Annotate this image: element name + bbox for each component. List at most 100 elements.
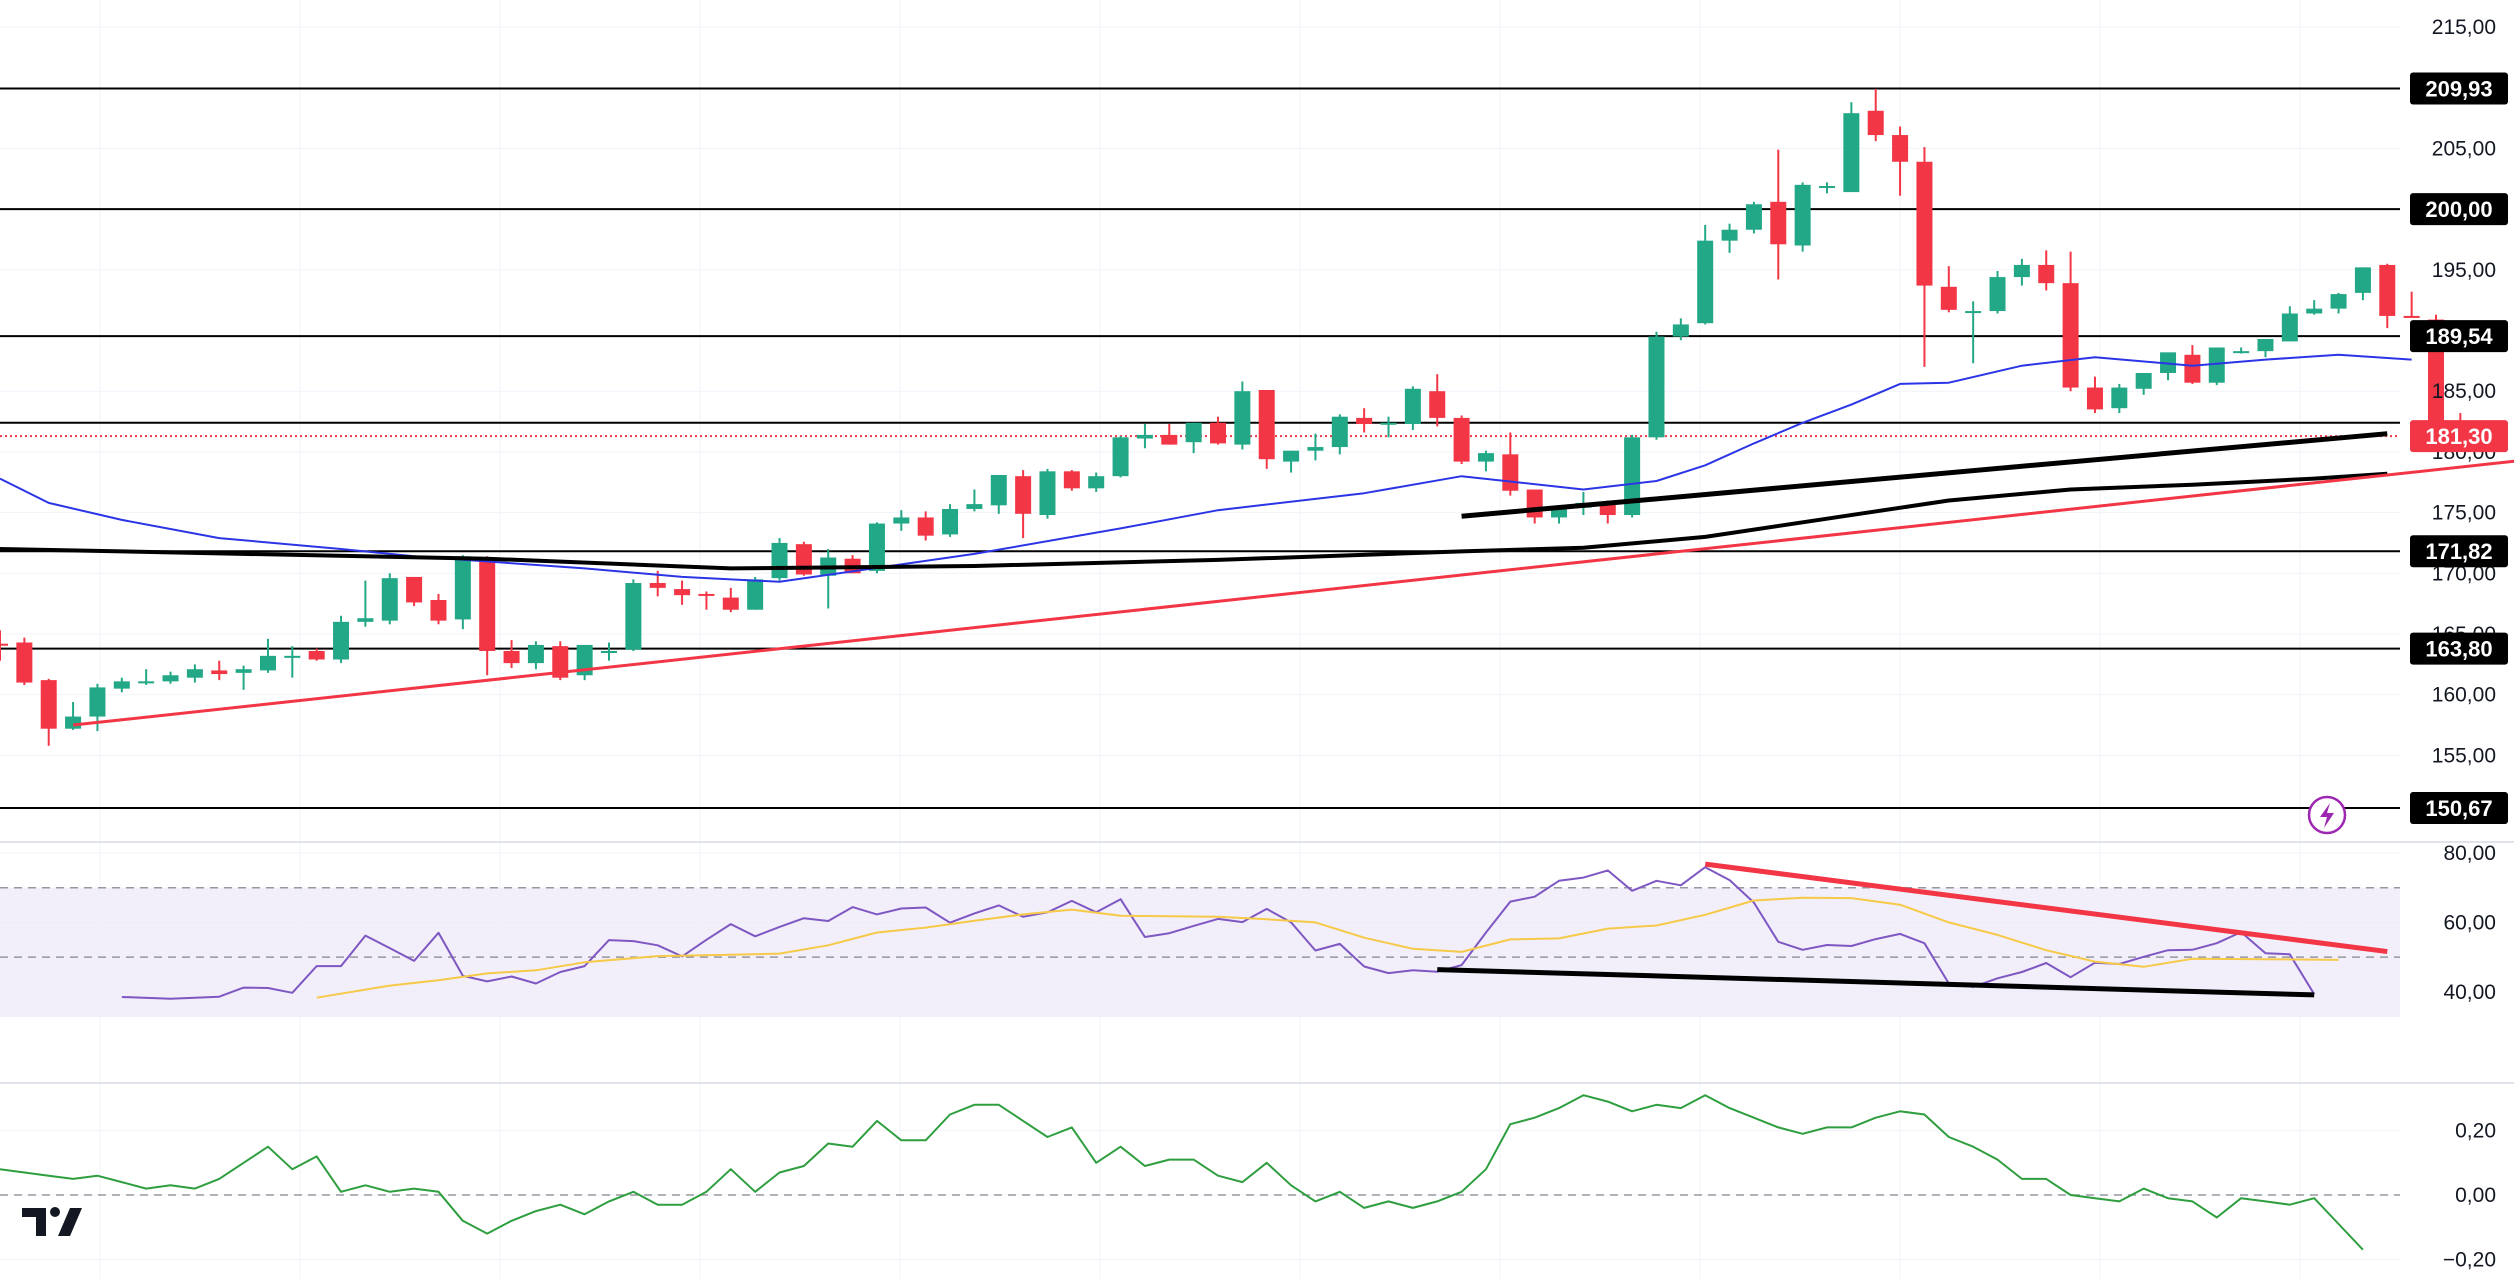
candle-body [649,583,666,588]
candle-body [2208,347,2225,383]
axis-tick-label: 60,00 [2443,911,2496,934]
candle-body [1112,437,1129,477]
candle-body [1721,229,1738,241]
candle-body [2086,387,2103,410]
candle-body [795,544,812,575]
candle-body [990,474,1007,506]
price-badge-label: 171,82 [2425,539,2492,564]
axis-tick-label: 160,00 [2432,684,2496,707]
candle-body [454,556,471,620]
candle-body [16,642,33,683]
axis-tick-label: 215,00 [2432,16,2496,39]
candle-body [1745,204,1762,230]
candle-body [2038,264,2055,284]
candle-body [1940,286,1957,310]
candle-body [162,675,179,682]
candle-body [503,650,520,664]
price-badge-label: 209,93 [2425,77,2492,102]
axis-tick-label: 155,00 [2432,744,2496,767]
candle-body [1770,201,1787,245]
candle-body [1088,476,1105,489]
candle-body [893,517,910,524]
candle-body [1672,324,1689,337]
candle-body [747,579,764,610]
candle-body [625,583,642,650]
candle-body [2135,372,2152,389]
candle-body [1989,277,2006,312]
candle-body [1356,417,1373,424]
axis-tick-label: 80,00 [2443,842,2496,865]
candle-body [1526,489,1543,518]
candle-body [2233,351,2250,354]
axis-tick-label: 170,00 [2432,562,2496,585]
moving-average-black [0,471,2388,571]
candle-body [430,600,447,621]
rsi-trend-line [1704,861,2388,955]
price-badge-label: 163,80 [2425,637,2492,662]
price-trend-line [72,459,2514,727]
candle-body [40,680,57,729]
candle-body [722,597,739,610]
candle-body [1624,437,1641,516]
moving-averages [0,353,2412,1251]
candle-body [868,523,885,571]
axis-tick-label: 40,00 [2443,981,2496,1004]
candle-body [479,557,496,651]
candle-body [1819,186,1835,189]
candle-body [942,508,959,535]
candle-body [1697,240,1714,324]
candle-body [1551,506,1568,518]
candle-body [1794,184,1811,246]
candle-body [2013,264,2030,278]
candle-body [1502,454,1519,491]
rsi-trend-line [1437,967,2315,998]
candle-body [381,578,398,621]
price-badge [2410,193,2508,226]
axis-tick-label: 195,00 [2432,259,2496,282]
price-badge-label: 189,54 [2425,324,2493,349]
candle-body [601,650,617,653]
candle-body [1234,391,1251,445]
candle-body [1331,416,1348,448]
price-badge-label: 150,67 [2425,796,2492,821]
candle-body [771,542,788,579]
candle-body [2111,387,2128,409]
oscillator-series-line [0,1094,2364,1251]
candle-body [406,576,423,603]
candle-body [917,517,934,536]
candle-body [1429,391,1446,418]
candle-body [1185,422,1202,443]
candle-body [2403,315,2420,318]
price-badge [2410,420,2508,453]
candle-body [1283,450,1300,462]
price-badge [2410,632,2508,665]
price-badge-label: 181,30 [2425,424,2492,449]
lightning-icon[interactable] [2307,795,2347,835]
axis-tick-label: 0,20 [2455,1120,2496,1143]
candles[interactable] [0,88,2469,746]
price-badge [2410,72,2508,105]
candle-body [2379,264,2396,316]
candle-body [674,589,691,596]
candle-body [259,655,276,671]
candle-body [552,646,569,678]
candle-body [1307,447,1324,451]
candle-body [527,644,544,664]
tradingview-logo[interactable] [22,1207,82,1236]
candle-body [2062,283,2079,388]
candle-body [1867,110,1884,136]
candle-body [65,716,82,729]
candle-body [89,687,106,717]
axis-tick-label: 0,00 [2455,1184,2496,1207]
axis-tick-label: 185,00 [2432,380,2496,403]
trend-lines[interactable] [72,431,2514,998]
candle-body [211,670,228,675]
candle-body [186,669,203,678]
candle-body [138,681,155,684]
candle-body [333,621,350,660]
horizontal-levels [0,87,2400,809]
candle-body [0,643,8,646]
candle-body [113,681,130,689]
candle-body [235,669,252,673]
